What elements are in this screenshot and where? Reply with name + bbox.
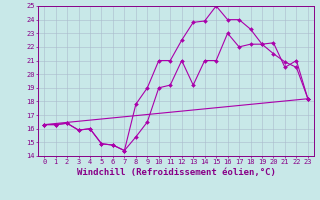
X-axis label: Windchill (Refroidissement éolien,°C): Windchill (Refroidissement éolien,°C) — [76, 168, 276, 177]
